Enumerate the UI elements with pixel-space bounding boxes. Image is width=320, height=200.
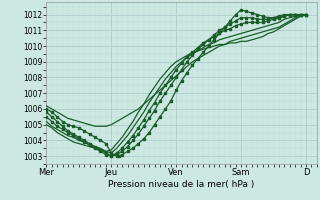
X-axis label: Pression niveau de la mer( hPa ): Pression niveau de la mer( hPa ) bbox=[108, 180, 255, 189]
